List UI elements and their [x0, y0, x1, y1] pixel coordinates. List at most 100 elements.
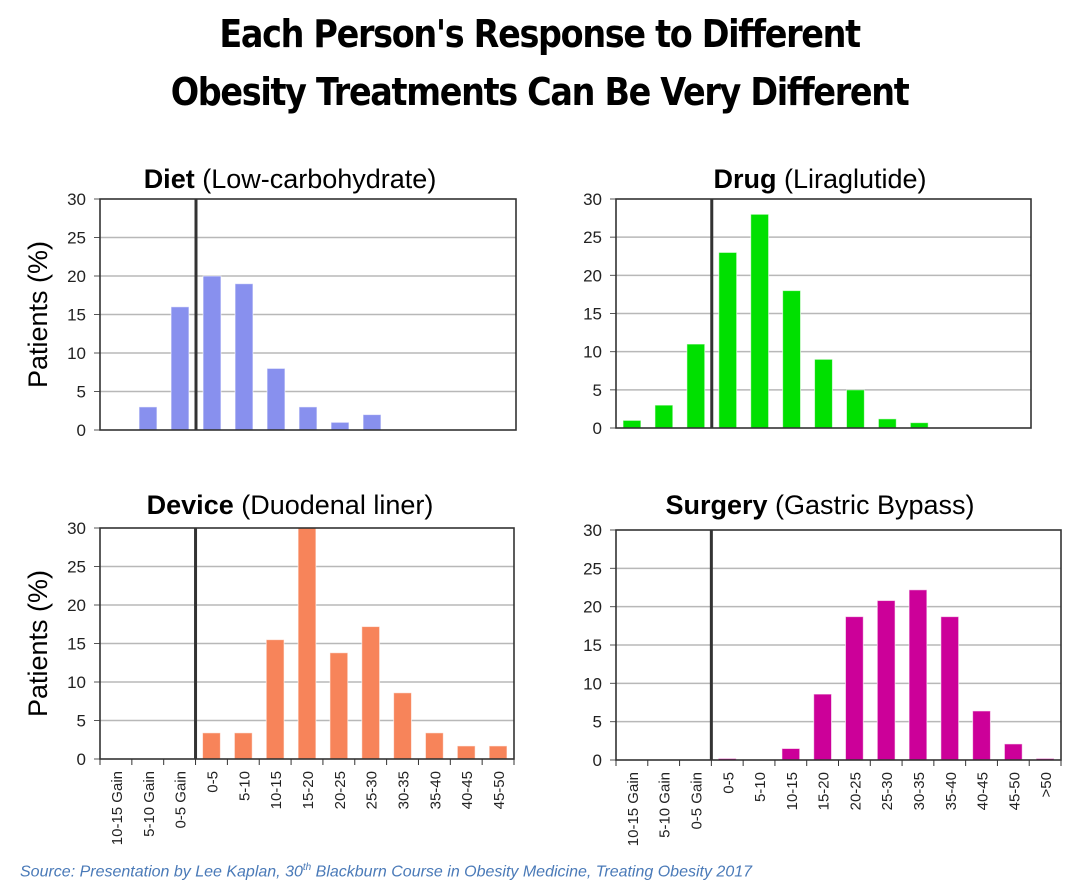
surgery-bar-15-20 — [813, 693, 833, 761]
device-xtick-label: 45-50 — [491, 771, 508, 809]
drug-bar-0-5-Gain — [686, 343, 706, 429]
diet-ytick-label: 25 — [67, 229, 86, 248]
device-xtick-label: 35-40 — [427, 771, 444, 809]
drug-ytick-label: 0 — [593, 419, 602, 438]
drug-ytick-label: 20 — [583, 266, 602, 285]
drug-bar-5-10 — [750, 213, 770, 429]
device-plot-border — [99, 527, 515, 760]
diet-bar-0-5 — [202, 275, 222, 431]
device-bar-25-30 — [361, 626, 381, 760]
diet-ytick-label: 10 — [67, 344, 86, 363]
device-bar-10-15 — [265, 639, 285, 760]
surgery-xtick-label: 10-15 Gain — [625, 772, 642, 846]
device-title-rest: (Duodenal liner) — [234, 490, 434, 520]
drug-chart: Drug (Liraglutide) 0 5 10 15 20 25 30 — [583, 164, 1032, 438]
main-title-line-2: Obesity Treatments Can Be Very Different — [170, 70, 910, 114]
device-xtick-label: 10-15 Gain — [109, 771, 126, 845]
device-xtick-label: 40-45 — [459, 771, 476, 809]
surgery-xtick-label: 20-25 — [847, 772, 864, 810]
device-xtick-label: 5-10 Gain — [141, 771, 158, 837]
device-xtick-label: 20-25 — [332, 771, 349, 809]
surgery-xtick-label: 25-30 — [879, 772, 896, 810]
device-bar-15-20 — [297, 527, 317, 760]
diet-bar-10-15 — [266, 367, 286, 431]
device-ytick-label: 30 — [67, 519, 86, 538]
surgery-ytick-label: 25 — [583, 559, 602, 578]
device-ytick-label: 10 — [67, 673, 86, 692]
device-bar-5-10 — [233, 732, 253, 760]
device-xtick-label: 0-5 — [204, 771, 221, 793]
diet-ytick-label: 5 — [77, 383, 86, 402]
diet-bar-20-25 — [330, 421, 350, 431]
device-ytick-label: 20 — [67, 596, 86, 615]
device-ytick-label: 5 — [77, 712, 86, 731]
surgery-xtick-label: 40-45 — [975, 772, 992, 810]
drug-ytick-label: 25 — [583, 228, 602, 247]
source-superscript: th — [302, 862, 312, 873]
drug-bar-20-25 — [845, 389, 865, 429]
diet-ytick-label: 0 — [77, 421, 86, 440]
surgery-bar-35-40 — [940, 616, 960, 761]
device-xtick-label: 5-10 — [236, 771, 253, 801]
surgery-xtick-label: 45-50 — [1006, 772, 1023, 810]
device-ytick-label: 0 — [77, 750, 86, 769]
drug-bar-0-5 — [718, 251, 738, 429]
surgery-bar-25-30 — [876, 600, 896, 761]
diet-bar-15-20 — [298, 406, 318, 431]
surgery-title-bold: Surgery — [665, 490, 767, 520]
device-bar-30-35 — [393, 692, 412, 760]
surgery-ytick-label: 30 — [583, 521, 602, 540]
diet-title-rest: (Low-carbohydrate) — [195, 164, 437, 194]
drug-bar-30-35 — [909, 422, 929, 429]
device-xtick-label: 15-20 — [300, 771, 317, 809]
drug-ytick-label: 5 — [593, 381, 602, 400]
diet-ytick-label: 30 — [67, 190, 86, 209]
surgery-xtick-label: 35-40 — [943, 772, 960, 810]
surgery-chart: Surgery (Gastric Bypass) 0 5 10 15 20 25 30 10-1… — [583, 490, 1062, 846]
surgery-xtick-label: 15-20 — [816, 772, 833, 810]
diet-bar-5-10 — [234, 283, 254, 431]
drug-chart-title: Drug (Liraglutide) — [713, 164, 926, 194]
device-chart: Device (Duodenal liner) 0 5 10 15 20 25 30 10-15… — [23, 490, 515, 845]
surgery-title-rest: (Gastric Bypass) — [768, 490, 975, 520]
surgery-bar-30-35 — [908, 589, 928, 761]
drug-plot-border — [615, 198, 1032, 429]
device-y-axis-label: Patients (%) — [23, 570, 53, 717]
surgery-chart-title: Surgery (Gastric Bypass) — [665, 490, 974, 520]
diet-chart: Diet (Low-carbohydrate) 0 5 10 15 20 25 30 Patie… — [23, 164, 517, 440]
diet-title-bold: Diet — [144, 164, 195, 194]
source-citation: Source: Presentation by Lee Kaplan, 30th… — [20, 862, 752, 881]
device-xtick-label: 10-15 — [268, 771, 285, 809]
drug-title-rest: (Liraglutide) — [776, 164, 926, 194]
device-bar-45-50 — [488, 745, 508, 760]
surgery-ytick-label: 10 — [583, 674, 602, 693]
surgery-xtick-label: 5-10 — [752, 772, 769, 802]
device-xtick-label: 25-30 — [364, 771, 381, 809]
device-bar-40-45 — [456, 745, 476, 760]
surgery-bar-10-15 — [781, 748, 801, 761]
diet-chart-title: Diet (Low-carbohydrate) — [144, 164, 437, 194]
surgery-xtick-label: 0-5 — [720, 772, 737, 794]
device-bar-35-40 — [424, 732, 444, 760]
device-title-bold: Device — [147, 490, 234, 520]
surgery-ytick-label: 0 — [593, 751, 602, 770]
diet-bar-25-30 — [362, 414, 382, 431]
surgery-ytick-label: 5 — [593, 713, 602, 732]
diet-ytick-label: 15 — [67, 306, 86, 325]
surgery-xtick-label: 30-35 — [911, 772, 928, 810]
surgery-bar-45-50 — [1003, 743, 1023, 761]
device-ytick-label: 25 — [67, 558, 86, 577]
device-chart-title: Device (Duodenal liner) — [147, 490, 434, 520]
drug-bar-10-15 — [782, 290, 802, 429]
surgery-bar-20-25 — [844, 616, 864, 761]
drug-bar-10-15-Gain — [622, 419, 642, 429]
drug-ytick-label: 15 — [583, 305, 602, 324]
surgery-xtick-label: >50 — [1038, 772, 1055, 797]
surgery-xtick-label: 5-10 Gain — [657, 772, 674, 838]
diet-ytick-label: 20 — [67, 267, 86, 286]
drug-title-bold: Drug — [713, 164, 776, 194]
diet-plot-border — [99, 198, 517, 431]
drug-ytick-label: 10 — [583, 343, 602, 362]
device-xtick-label: 0-5 Gain — [173, 771, 190, 829]
